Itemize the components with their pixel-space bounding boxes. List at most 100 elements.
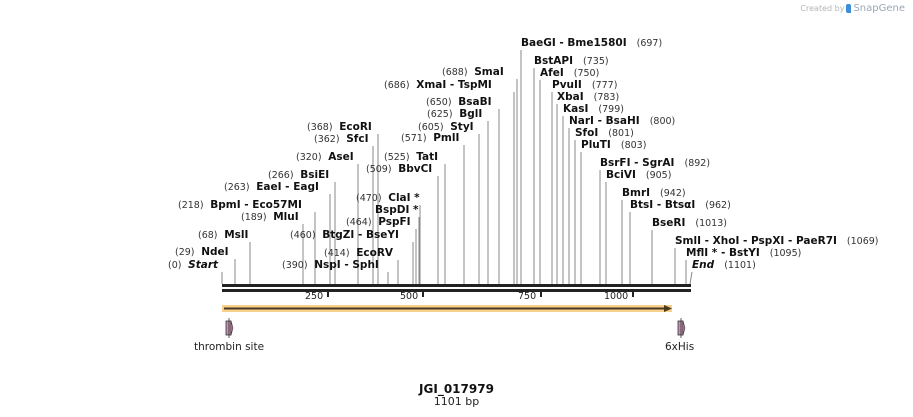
enzyme-position: (218) [178, 200, 204, 211]
enzyme-position: (801) [608, 128, 634, 139]
enzyme-name: SmlI - XhoI - PspXI - PaeR7I [675, 235, 837, 247]
enzyme-site-label[interactable]: BstAPI (735) [534, 55, 609, 68]
feature-label-6xhis[interactable]: 6xHis [665, 341, 695, 353]
enzyme-site-label[interactable]: (470) ClaI * [356, 192, 420, 205]
enzyme-position: (799) [598, 104, 624, 115]
enzyme-position: (362) [314, 134, 340, 145]
sequence-name: JGI_017979 [419, 382, 494, 396]
enzyme-position: (390) [282, 260, 308, 271]
enzyme-site-label[interactable]: (362) SfcI [314, 133, 369, 146]
enzyme-name: BmrI [622, 187, 651, 199]
enzyme-name: PmlI [433, 132, 460, 144]
enzyme-site-label[interactable]: (368) EcoRI [307, 121, 372, 134]
enzyme-site-label[interactable]: BciVI (905) [606, 169, 671, 182]
enzyme-site-label[interactable]: NarI - BsaHI (800) [569, 115, 675, 128]
enzyme-site-label[interactable]: (605) StyI [418, 121, 474, 134]
ruler-tick-label: 1000 [604, 291, 629, 302]
enzyme-site-label[interactable]: (686) XmaI - TspMI [384, 79, 492, 92]
enzyme-site-label[interactable]: MflI * - BstYI (1095) [686, 247, 801, 260]
enzyme-position: (464) [346, 217, 372, 228]
enzyme-site-label[interactable]: BaeGI - Bme1580I (697) [521, 37, 662, 50]
enzyme-site-label[interactable]: (625) BglI [427, 108, 482, 121]
enzyme-name: KasI [563, 103, 589, 115]
enzyme-name: BsiEI [300, 169, 330, 181]
enzyme-site-label[interactable]: (688) SmaI [442, 66, 504, 79]
enzyme-site-label[interactable]: End (1101) [692, 259, 756, 272]
enzyme-name: BtsI - BtsαI [630, 199, 696, 211]
enzyme-name: SmaI [474, 66, 504, 78]
enzyme-site-label[interactable]: (218) BpmI - Eco57MI [178, 199, 302, 212]
enzyme-site-label[interactable]: SmlI - XhoI - PspXI - PaeR7I (1069) [675, 235, 879, 248]
enzyme-name: NspI - SphI [314, 259, 379, 271]
enzyme-position: (735) [583, 56, 609, 67]
enzyme-name: MslI [224, 229, 249, 241]
enzyme-site-label[interactable]: (29) NdeI [175, 246, 229, 259]
enzyme-name: EcoRI [339, 121, 372, 133]
enzyme-site-label[interactable]: (266) BsiEI [268, 169, 329, 182]
enzyme-position: (625) [427, 109, 453, 120]
enzyme-name: BtgZI - BseYI [322, 229, 399, 241]
enzyme-position: (460) [290, 230, 316, 241]
enzyme-site-label[interactable]: BseRI (1013) [652, 217, 727, 230]
enzyme-name: TatI [416, 151, 439, 163]
enzyme-name: EcoRV [356, 247, 394, 259]
watermark-prefix: Created by [800, 4, 845, 13]
feature-6xhis [677, 318, 686, 338]
enzyme-site-label[interactable]: KasI (799) [563, 103, 624, 116]
enzyme-position: (650) [426, 97, 452, 108]
enzyme-name: BseRI [652, 217, 686, 229]
enzyme-position: (783) [593, 92, 620, 103]
enzyme-site-label[interactable]: (525) TatI [384, 151, 438, 164]
enzyme-site-label[interactable]: SfoI (801) [575, 127, 634, 140]
ruler-tick-label: 500 [400, 291, 419, 302]
enzyme-position: (509) [366, 164, 392, 175]
enzyme-site-label[interactable]: (189) MluI [241, 211, 299, 224]
enzyme-site-label[interactable]: (320) AseI [296, 151, 354, 164]
enzyme-site-label[interactable]: (650) BsaBI [426, 96, 491, 109]
enzyme-site-label[interactable]: (460) BtgZI - BseYI [290, 229, 399, 242]
enzyme-name: AfeI [540, 67, 564, 79]
enzyme-name: ClaI * [388, 192, 420, 204]
enzyme-site-label[interactable]: AfeI (750) [540, 67, 599, 80]
ruler-tick-label: 250 [305, 291, 324, 302]
enzyme-position: (0) [168, 260, 182, 271]
enzyme-site-label[interactable]: XbaI (783) [557, 91, 619, 104]
watermark-brand: SnapGene [853, 3, 905, 14]
enzyme-name: PspFI [378, 216, 411, 228]
enzyme-name: PluTI [581, 139, 611, 151]
enzyme-site-label[interactable]: BmrI (942) [622, 187, 686, 200]
feature-label-thrombin-site[interactable]: thrombin site [194, 341, 265, 353]
enzyme-site-label[interactable]: (263) EaeI - EagI [224, 181, 319, 194]
enzyme-position: (414) [324, 248, 350, 259]
enzyme-position: (368) [307, 122, 333, 133]
enzyme-name: BspDI * [375, 204, 419, 216]
snapgene-logo-icon [846, 4, 852, 13]
enzyme-site-label[interactable]: (414) EcoRV [324, 247, 393, 260]
enzyme-site-label[interactable]: (390) NspI - SphI [282, 259, 379, 272]
enzyme-site-label[interactable]: PluTI (803) [581, 139, 646, 152]
enzyme-site-label[interactable]: BsrFI - SgrAI (892) [600, 157, 710, 170]
enzyme-name: MluI [273, 211, 299, 223]
enzyme-position: (266) [268, 170, 294, 181]
sequence-backbone-top [222, 284, 691, 287]
enzyme-site-label[interactable]: (0) Start [168, 259, 218, 272]
enzyme-name: XmaI - TspMI [416, 79, 492, 91]
enzyme-name: NdeI [201, 246, 229, 258]
enzyme-site-label[interactable]: BspDI * [375, 204, 419, 216]
enzyme-site-label[interactable]: (68) MslI [198, 229, 248, 242]
sequence-length: 1101 bp [433, 395, 480, 408]
enzyme-name: Start [188, 259, 219, 271]
enzyme-position: (470) [356, 193, 382, 204]
enzyme-site-label[interactable]: BtsI - BtsαI (962) [630, 199, 731, 212]
enzyme-position: (320) [296, 152, 322, 163]
enzyme-site-label[interactable]: (464) PspFI [346, 216, 411, 229]
ruler-ticks [327, 292, 634, 297]
enzyme-site-label[interactable]: PvuII (777) [552, 79, 617, 92]
enzyme-position: (803) [620, 140, 647, 151]
enzyme-site-label[interactable]: (571) PmlI [401, 132, 459, 145]
enzyme-name: BsrFI - SgrAI [600, 157, 675, 169]
enzyme-name: End [692, 259, 715, 271]
enzyme-name: BaeGI - Bme1580I [521, 37, 627, 49]
enzyme-site-label[interactable]: (509) BbvCI [366, 163, 432, 176]
